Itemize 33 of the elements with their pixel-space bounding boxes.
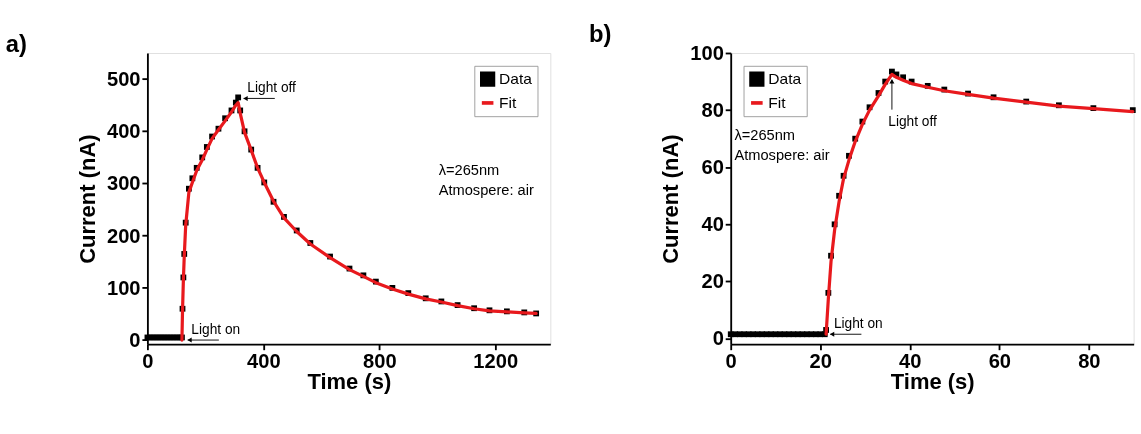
annotation: Atmospere: air [438, 181, 534, 198]
x-tick-label: 1200 [473, 349, 519, 372]
annotation: Atmospere: air [734, 147, 830, 164]
y-tick-label: 0 [712, 327, 724, 350]
legend-label: Fit [499, 93, 518, 111]
x-tick-label: 400 [247, 349, 281, 372]
y-tick-label: 100 [106, 276, 141, 299]
x-tick-label: 20 [809, 349, 832, 372]
y-tick-label: 200 [106, 224, 141, 247]
chart-title: b) [589, 20, 612, 48]
y-tick-label: 60 [701, 156, 724, 179]
y-tick-label: 40 [701, 213, 724, 236]
annotation: λ=265nm [438, 161, 500, 178]
y-axis-title: Current (nA) [75, 134, 101, 264]
annotation: Light off [247, 80, 297, 96]
y-tick-label: 0 [129, 328, 141, 351]
annotation: λ=265nm [734, 127, 796, 144]
chart-title: a) [5, 30, 27, 58]
x-tick-label: 80 [1078, 349, 1101, 372]
y-tick-label: 500 [106, 67, 141, 90]
x-tick-label: 60 [988, 349, 1012, 372]
annotation: Light on [191, 321, 241, 337]
legend-label: Fit [768, 93, 787, 111]
y-tick-label: 100 [690, 41, 724, 64]
legend-label: Data [499, 69, 533, 87]
y-axis-title: Current (nA) [658, 134, 684, 264]
y-tick-label: 400 [106, 120, 141, 143]
annotation: Light off [888, 114, 938, 130]
annotation: Light on [833, 315, 883, 331]
y-tick-label: 20 [701, 270, 724, 293]
y-tick-label: 80 [701, 99, 724, 121]
y-tick-label: 300 [106, 172, 141, 195]
legend-label: Data [768, 69, 802, 87]
